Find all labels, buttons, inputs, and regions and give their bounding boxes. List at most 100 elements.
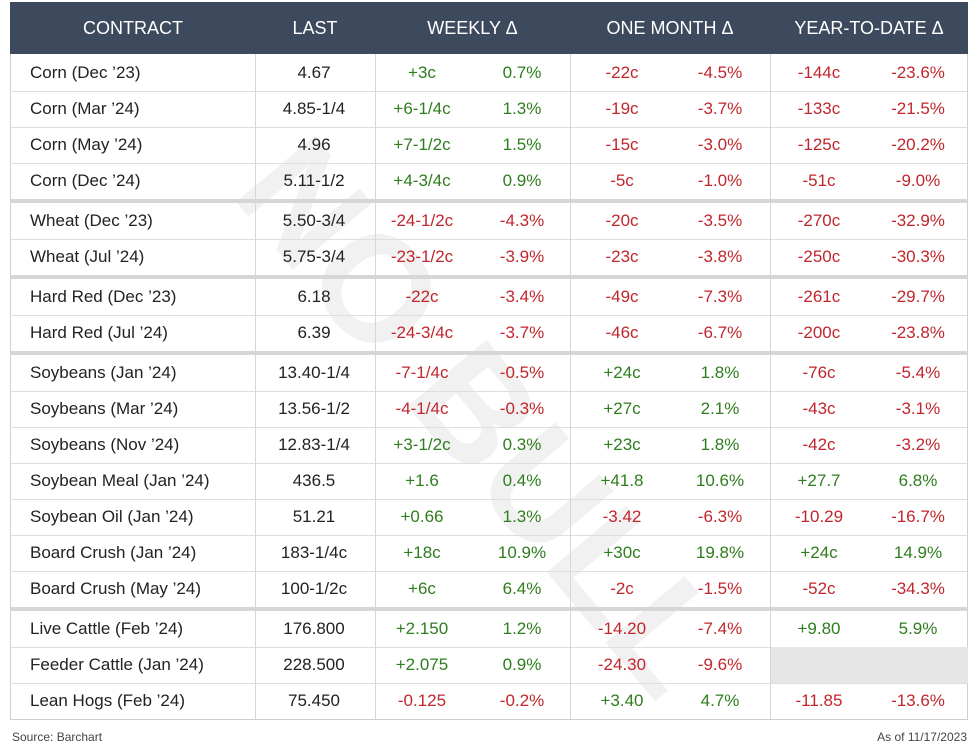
value-cell: +30c [603, 543, 641, 562]
value-cell: 75.450 [288, 691, 340, 710]
value-cell: 1.5% [502, 135, 542, 154]
value-cell: -261c [797, 287, 841, 306]
value-cell: 100-1/2c [280, 579, 348, 598]
column-separator [770, 54, 771, 719]
value-cell: -5.4% [895, 363, 941, 382]
value-cell: -23-1/2c [390, 247, 454, 266]
header-cell: LAST [292, 18, 338, 38]
row-separator [10, 163, 968, 164]
value-cell: -24-1/2c [390, 211, 454, 230]
value-cell: -133c [797, 99, 841, 118]
value-cell: -4-1/4c [395, 399, 449, 418]
value-cell: 4.67 [297, 63, 331, 82]
contract: Soybeans (Nov ’24) [30, 435, 180, 454]
row-separator [10, 499, 968, 500]
header-bar [10, 2, 968, 54]
value-cell: 1.8% [700, 363, 740, 382]
value-cell: +0.66 [400, 507, 444, 526]
value-cell: -3.9% [499, 247, 545, 266]
value-cell: 0.3% [502, 435, 542, 454]
value-cell: -46c [605, 323, 639, 342]
value-cell: +27.7 [797, 471, 841, 490]
value-cell: -7.3% [697, 287, 743, 306]
value-cell: -29.7% [891, 287, 945, 306]
value-cell: -22c [405, 287, 439, 306]
value-cell: +3c [408, 63, 436, 82]
value-cell: -7.4% [697, 619, 743, 638]
contract: Corn (Dec ’23) [30, 63, 141, 82]
value-cell: -6.3% [697, 507, 743, 526]
value-cell: +9.80 [797, 619, 841, 638]
value-cell: -24.30 [597, 655, 647, 674]
value-cell: 14.9% [893, 543, 943, 562]
value-cell: -76c [802, 363, 836, 382]
value-cell: +41.8 [600, 471, 644, 490]
value-cell: -0.3% [499, 399, 545, 418]
contract: Soybeans (Mar ’24) [30, 399, 179, 418]
contract: Feeder Cattle (Jan ’24) [30, 655, 204, 674]
value-cell: 6.39 [297, 323, 331, 342]
value-cell: -3.7% [499, 323, 545, 342]
value-cell: -10.29 [794, 507, 844, 526]
value-cell: -3.8% [697, 247, 743, 266]
header-cell: CONTRACT [83, 18, 183, 38]
value-cell: 1.2% [502, 619, 542, 638]
value-cell: -6.7% [697, 323, 743, 342]
value-cell: -144c [797, 63, 841, 82]
row-separator [10, 315, 968, 316]
row-separator [10, 239, 968, 240]
value-cell: +6-1/4c [393, 99, 451, 118]
contract: Board Crush (May ’24) [30, 579, 202, 598]
source: Source: Barchart [12, 730, 103, 744]
header-cell: ONE MONTH Δ [606, 18, 734, 38]
value-cell: -7-1/4c [395, 363, 449, 382]
contract: Lean Hogs (Feb ’24) [30, 691, 185, 710]
value-cell: -30.3% [891, 247, 945, 266]
value-cell: -2c [610, 579, 634, 598]
value-cell: +2.150 [395, 619, 449, 638]
value-cell: -200c [797, 323, 841, 342]
value-cell: -9.0% [895, 171, 941, 190]
value-cell: -3.5% [697, 211, 743, 230]
column-separator [375, 54, 376, 719]
value-cell: 51.21 [292, 507, 336, 526]
value-cell: +3-1/2c [393, 435, 451, 454]
value-cell: 5.11-1/2 [283, 171, 345, 190]
value-cell: -11.85 [795, 691, 843, 710]
value-cell: 5.9% [898, 619, 938, 638]
value-cell: -3.4% [499, 287, 545, 306]
value-cell: 0.9% [502, 171, 542, 190]
value-cell: -4.3% [499, 211, 545, 230]
column-separator [255, 54, 256, 719]
value-cell: -43c [802, 399, 836, 418]
value-cell: -3.2% [895, 435, 941, 454]
value-cell: 1.8% [700, 435, 740, 454]
row-separator [10, 391, 968, 392]
value-cell: 228.500 [283, 655, 345, 674]
value-cell: 1.3% [502, 99, 542, 118]
value-cell: 176.800 [283, 619, 345, 638]
contract: Corn (Dec ’24) [30, 171, 141, 190]
value-cell: 4.96 [297, 135, 331, 154]
value-cell: +23c [603, 435, 641, 454]
value-cell: -3.0% [697, 135, 743, 154]
value-cell: -34.3% [891, 579, 945, 598]
value-cell: -9.6% [697, 655, 743, 674]
row-separator [10, 647, 968, 648]
value-cell: -51c [802, 171, 836, 190]
value-cell: 10.9% [497, 543, 547, 562]
group-separator [10, 199, 968, 203]
value-cell: 19.8% [695, 543, 745, 562]
contract: Hard Red (Jul ’24) [30, 323, 168, 342]
value-cell: -23c [605, 247, 639, 266]
as-of: As of 11/17/2023 [877, 730, 967, 744]
header-cell: WEEKLY Δ [427, 18, 518, 38]
value-cell: -15c [605, 135, 639, 154]
row-separator [10, 571, 968, 572]
value-cell: 183-1/4c [280, 543, 348, 562]
value-cell: -250c [797, 247, 841, 266]
value-cell: 6.18 [297, 287, 331, 306]
value-cell: 5.50-3/4 [282, 211, 346, 230]
value-cell: -14.20 [597, 619, 647, 638]
